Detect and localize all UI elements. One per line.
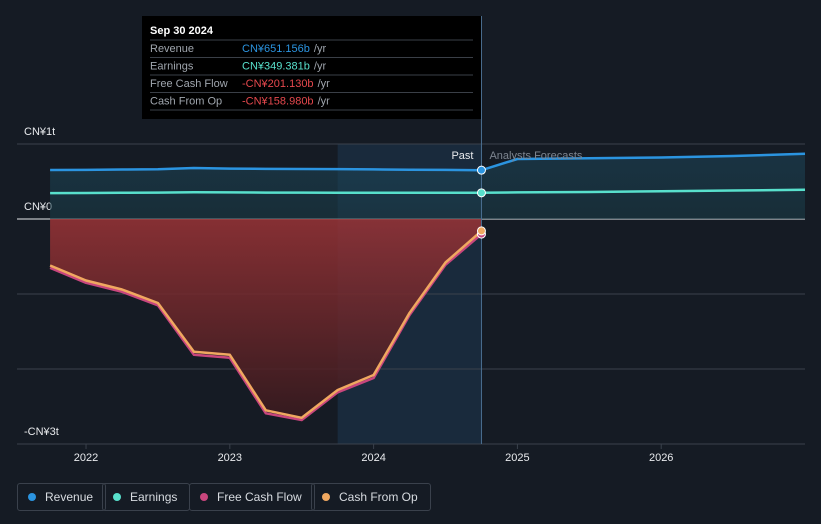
series-line	[50, 152, 806, 172]
tooltip-label: Revenue	[150, 43, 194, 55]
past-label: Past	[451, 150, 473, 162]
legend-swatch	[322, 493, 330, 501]
tooltip-unit: /yr	[318, 78, 331, 90]
y-tick-label: CN¥0	[24, 201, 52, 213]
series-line	[50, 188, 806, 195]
x-tick-label: 2024	[361, 452, 385, 464]
tooltip-value: -CN¥158.980b/yr	[242, 95, 330, 107]
tooltip-unit: /yr	[314, 43, 327, 55]
point-marker	[476, 188, 486, 198]
series-area	[50, 153, 805, 219]
y-tick-label: -CN¥3t	[24, 426, 59, 438]
legend-label: Revenue	[45, 490, 94, 504]
tooltip-box	[142, 16, 481, 119]
legend-swatch	[28, 493, 36, 501]
chart: CN¥1t CN¥0 -CN¥3t 2022 2023 2024 2025 2026 Past A…	[17, 16, 806, 464]
point-marker	[476, 226, 486, 236]
tooltip-value: CN¥349.381b/yr	[242, 60, 326, 72]
x-tick-label: 2023	[218, 452, 242, 464]
legend-item[interactable]: Earnings	[102, 483, 191, 511]
legend-item[interactable]: Cash From Op	[311, 483, 431, 511]
tooltip-value-number: -CN¥158.980b	[242, 95, 314, 107]
series-area	[50, 219, 482, 418]
y-tick-label: CN¥1t	[24, 126, 55, 138]
x-tick-label: 2022	[74, 452, 98, 464]
tooltip-value: CN¥651.156b/yr	[242, 43, 326, 55]
x-tick-label: 2025	[505, 452, 529, 464]
legend-swatch	[113, 493, 121, 501]
x-tick-label: 2026	[649, 452, 673, 464]
tooltip-date: Sep 30 2024	[150, 25, 214, 37]
tooltip-value: -CN¥201.130b/yr	[242, 78, 330, 90]
tooltip-unit: /yr	[314, 60, 327, 72]
series-line	[49, 229, 483, 420]
tooltip-label: Earnings	[150, 60, 194, 72]
forecast-label: Analysts Forecasts	[489, 150, 582, 162]
tooltip-value-number: -CN¥201.130b	[242, 78, 314, 90]
legend-label: Earnings	[130, 490, 178, 504]
tooltip-label: Free Cash Flow	[150, 78, 228, 90]
legend-swatch	[200, 493, 208, 501]
tooltip-label: Cash From Op	[150, 95, 222, 107]
legend-label: Free Cash Flow	[217, 490, 302, 504]
legend-item[interactable]: Free Cash Flow	[189, 483, 315, 511]
tooltip-value-number: CN¥651.156b	[242, 43, 310, 55]
tooltip-value-number: CN¥349.381b	[242, 60, 310, 72]
tooltip: Sep 30 2024 Revenue CN¥651.156b/yr Earnings…	[142, 16, 481, 119]
point-marker	[476, 165, 486, 175]
tooltip-unit: /yr	[318, 95, 331, 107]
legend-item[interactable]: Revenue	[17, 483, 107, 511]
legend-label: Cash From Op	[339, 490, 418, 504]
